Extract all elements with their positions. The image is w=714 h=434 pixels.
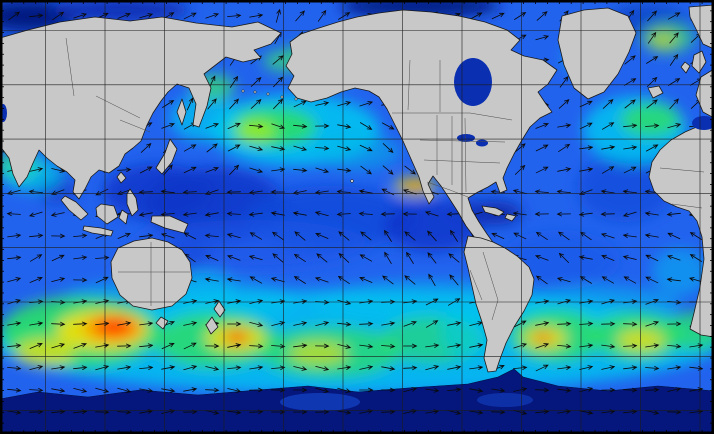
landmass-scandinavia [688,4,714,50]
landmass-west-europe [695,68,714,119]
landmass-new-zealand-north [213,300,226,318]
landmass-cuba [481,205,505,217]
landmass-hispaniola [504,213,517,222]
landmass-sumatra [60,195,89,221]
landmass-java [82,225,114,237]
landmass-britain [691,50,707,74]
landmass-sulawesi [118,209,129,225]
landmass-new-zealand-south [205,316,219,335]
landmass-borneo [95,203,119,225]
landmass-tasmania [155,316,169,330]
landmass-south-america [463,235,535,373]
landmass-taiwan [116,171,127,184]
landmass-eurasia [0,16,282,200]
border-lines-layer [65,37,705,321]
landmass-new-guinea [150,215,189,234]
landmass-philippines [126,188,139,217]
landmass-australia [110,237,193,311]
landmass-sakhalin [176,98,187,126]
landmass-africa [648,121,714,338]
water-overlay-layer [0,58,714,147]
landmass-japan [155,138,178,175]
seaice-layer [0,368,714,434]
landmass-ireland [680,61,691,74]
landmass-iceland [647,85,664,99]
